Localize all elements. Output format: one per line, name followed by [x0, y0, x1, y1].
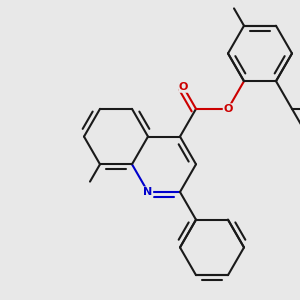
Text: O: O	[223, 104, 233, 114]
Text: N: N	[143, 187, 153, 197]
Text: O: O	[179, 82, 188, 92]
